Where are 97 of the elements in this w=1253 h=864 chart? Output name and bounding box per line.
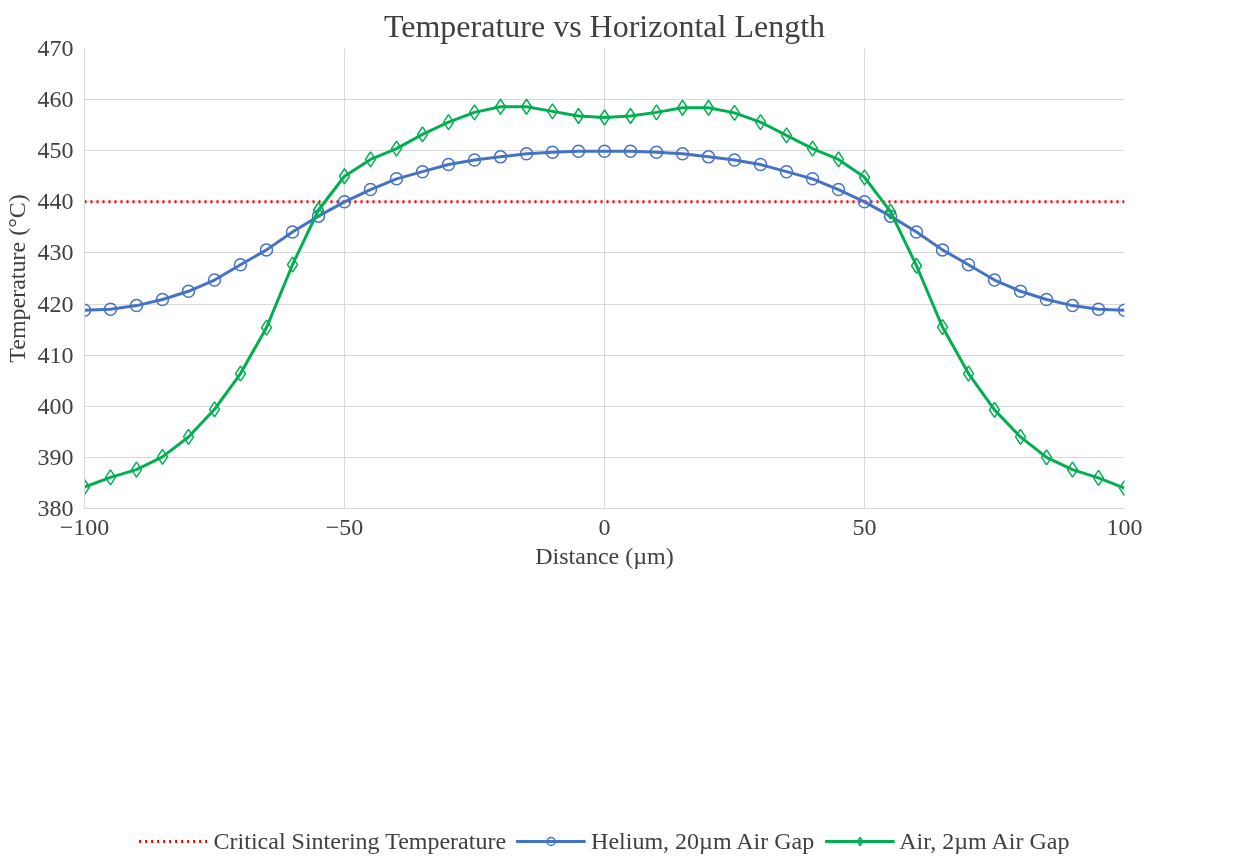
point — [1040, 449, 1053, 466]
point — [961, 257, 976, 272]
point — [1092, 469, 1105, 487]
x-axis-title: Distance (µm) — [535, 542, 674, 569]
point — [415, 164, 430, 179]
y-tick-label: 430 — [37, 239, 74, 266]
point — [780, 127, 793, 144]
point — [857, 195, 872, 209]
point — [363, 182, 378, 197]
point — [623, 144, 638, 158]
point — [728, 104, 741, 122]
y-tick-label: 460 — [37, 86, 74, 113]
point — [624, 107, 637, 125]
point — [909, 225, 924, 239]
point — [130, 461, 143, 478]
point — [753, 157, 768, 172]
point — [311, 209, 326, 223]
legend-label: Helium, 20µm Air Gap — [591, 827, 815, 855]
point — [754, 113, 767, 131]
point — [338, 168, 351, 185]
y-tick-label: 420 — [37, 290, 74, 317]
y-tick-label: 400 — [37, 392, 74, 419]
point — [104, 469, 117, 486]
legend-label: Air, 2µm Air Gap — [899, 827, 1070, 855]
point — [468, 104, 481, 121]
point — [337, 195, 352, 209]
point — [494, 98, 507, 116]
point — [649, 145, 664, 159]
point — [1065, 298, 1080, 313]
point — [597, 144, 612, 158]
point — [676, 99, 689, 117]
point — [545, 145, 560, 159]
y-tick-label: 390 — [37, 443, 74, 470]
point — [779, 164, 794, 179]
point — [936, 318, 949, 336]
chart-title: Temperature vs Horizontal Length — [383, 7, 826, 44]
point — [208, 401, 221, 418]
point — [1066, 461, 1079, 478]
point — [389, 172, 404, 186]
point — [156, 448, 169, 466]
x-tick-label: −50 — [325, 513, 364, 540]
y-axis-title: Temperature (°C) — [3, 194, 30, 363]
point — [233, 257, 248, 272]
point — [806, 140, 819, 157]
point — [286, 256, 299, 273]
point — [571, 144, 586, 158]
point — [883, 209, 898, 223]
point — [935, 243, 950, 257]
point — [493, 150, 508, 164]
point — [312, 201, 325, 219]
point — [181, 284, 196, 299]
point — [260, 319, 273, 336]
point — [103, 302, 118, 316]
point — [988, 401, 1001, 419]
point — [234, 365, 247, 382]
point — [129, 298, 144, 313]
x-tick-label: 50 — [852, 513, 877, 540]
point — [1014, 428, 1027, 446]
point — [364, 151, 377, 168]
point — [650, 104, 663, 121]
y-tick-label: 440 — [37, 188, 74, 215]
point — [962, 365, 975, 382]
point — [520, 98, 533, 116]
y-tick-label: 470 — [37, 35, 74, 61]
point — [675, 147, 690, 161]
point — [207, 273, 222, 287]
point — [155, 292, 170, 307]
point — [182, 428, 195, 446]
point — [910, 257, 923, 274]
point — [519, 147, 534, 161]
point — [858, 169, 871, 186]
point — [416, 126, 429, 143]
point — [805, 172, 820, 186]
point — [1013, 284, 1028, 299]
y-tick-label: 450 — [37, 137, 74, 164]
point — [546, 103, 559, 120]
point — [259, 243, 274, 257]
point — [598, 109, 611, 126]
point — [441, 157, 456, 172]
point — [467, 153, 482, 167]
x-tick-label: 100 — [1106, 513, 1143, 540]
point — [1091, 302, 1106, 316]
legend-label: Critical Sintering Temperature — [213, 827, 507, 855]
point — [390, 140, 403, 157]
point — [727, 153, 742, 167]
point — [572, 107, 585, 125]
point — [702, 99, 715, 117]
point — [884, 203, 897, 220]
point — [987, 273, 1002, 287]
point — [832, 151, 845, 168]
point — [442, 113, 455, 131]
point — [831, 182, 846, 197]
point — [1039, 292, 1054, 307]
y-tick-label: 410 — [37, 341, 74, 368]
point — [285, 225, 300, 239]
x-tick-label: 0 — [598, 513, 611, 540]
point — [701, 150, 716, 164]
